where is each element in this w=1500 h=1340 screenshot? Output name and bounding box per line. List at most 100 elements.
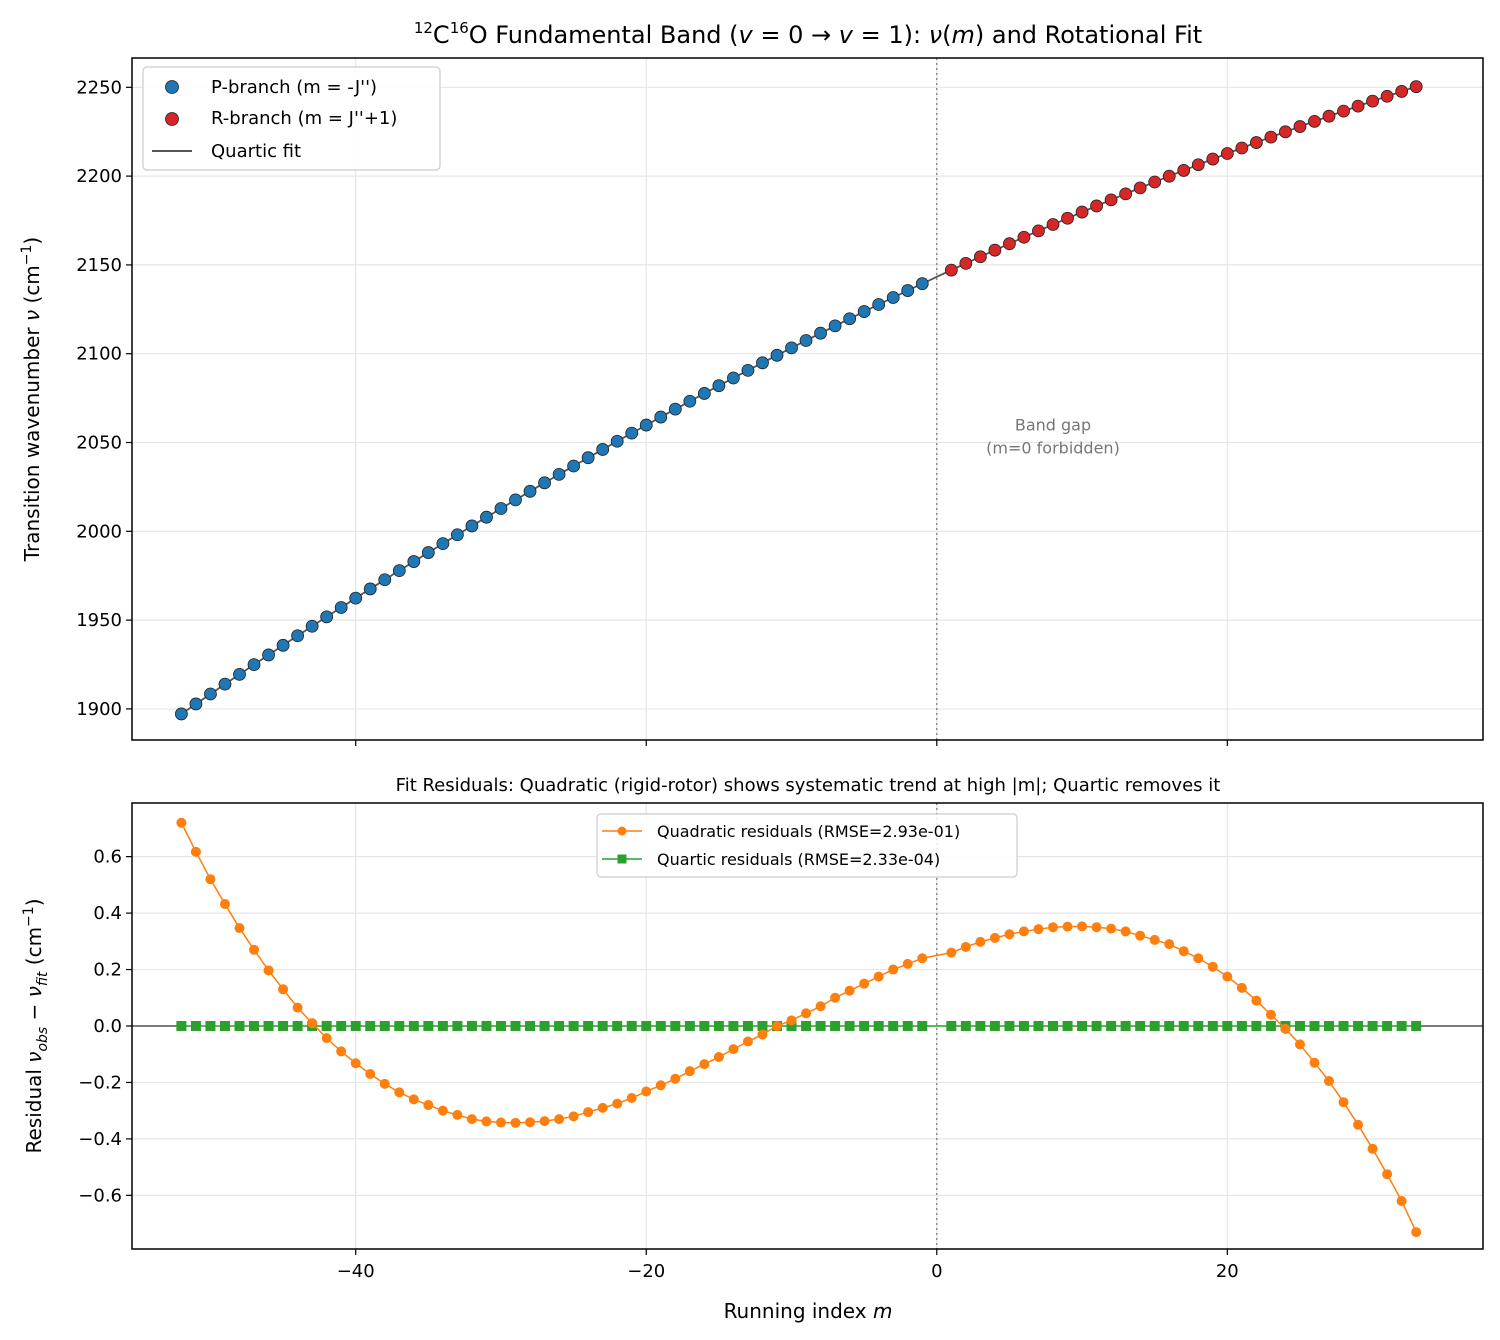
quartic-residual-point — [1382, 1021, 1393, 1031]
quartic-residual-point — [525, 1021, 536, 1031]
quartic-residual-point — [1164, 1021, 1175, 1031]
quadratic-residual-point — [568, 1111, 579, 1122]
quartic-residual-point — [597, 1021, 608, 1031]
quartic-residual-point — [815, 1021, 826, 1031]
quartic-residual-point — [495, 1021, 506, 1031]
r-branch-point — [1409, 80, 1423, 94]
quadratic-residual-point — [379, 1078, 390, 1089]
r-branch-point — [1003, 237, 1016, 251]
chart1-ytick-label: 1950 — [76, 610, 122, 631]
quartic-residual-point — [1265, 1021, 1276, 1031]
chart2-ytick-label: −0.2 — [78, 1072, 122, 1093]
quadratic-residual-point — [1338, 1097, 1349, 1108]
quartic-residual-point — [481, 1021, 492, 1031]
chart2-xtick-label: 20 — [1216, 1261, 1239, 1282]
quadratic-residual-point — [336, 1046, 347, 1057]
legend-r-branch-label: R-branch (m = J''+1) — [211, 108, 397, 129]
quadratic-residual-point — [742, 1036, 753, 1047]
quadratic-residual-point — [1207, 961, 1218, 972]
p-branch-point — [480, 510, 493, 524]
band-gap-label: Band gap — [1015, 416, 1091, 435]
quartic-residual-point — [321, 1021, 332, 1031]
chart2-ytick-label: −0.6 — [78, 1185, 122, 1206]
chart2-legend: Quadratic residuals (RMSE=2.93e-01) Quar… — [596, 813, 1018, 878]
r-branch-point — [1235, 141, 1249, 155]
quartic-residual-point — [452, 1021, 463, 1031]
quartic-residual-point — [1367, 1021, 1378, 1031]
quartic-residual-point — [190, 1021, 201, 1031]
p-branch-point — [334, 601, 348, 614]
p-branch-point — [392, 564, 406, 578]
legend-p-branch-marker — [165, 80, 179, 94]
quadratic-residual-point — [307, 1018, 318, 1029]
quadratic-residual-point — [1135, 930, 1146, 941]
quadratic-residual-point — [234, 923, 245, 934]
r-branch-point — [1366, 94, 1379, 108]
legend-quartic-fit-label: Quartic fit — [211, 141, 301, 162]
p-branch-point — [421, 546, 435, 559]
quartic-residual-point — [699, 1021, 710, 1031]
chart2-ytick-label: 0.6 — [93, 847, 122, 868]
r-branch-point — [1104, 193, 1118, 207]
chart1-annotation: Band gap (m=0 forbidden) — [986, 416, 1120, 458]
quartic-residual-point — [219, 1021, 230, 1031]
p-branch-point — [814, 326, 827, 340]
r-branch-point — [1017, 230, 1031, 244]
chart2-title: Fit Residuals: Quadratic (rigid-rotor) s… — [396, 775, 1221, 796]
quadratic-residual-point — [466, 1114, 477, 1125]
quadratic-residual-point — [408, 1094, 419, 1105]
quartic-residual-point — [641, 1021, 652, 1031]
quadratic-residual-point — [713, 1052, 724, 1063]
quartic-residual-point — [1324, 1021, 1335, 1031]
quartic-residual-point — [713, 1021, 724, 1031]
p-branch-point — [276, 638, 290, 652]
chart1-ytick-label: 2250 — [76, 77, 122, 98]
quadratic-residual-point — [597, 1102, 608, 1113]
quartic-residual-point — [365, 1021, 376, 1031]
quadratic-residual-point — [583, 1107, 594, 1118]
quartic-residual-point — [989, 1021, 1000, 1031]
p-branch-point — [407, 555, 421, 568]
quadratic-residual-points — [176, 817, 1422, 1238]
quadratic-residual-point — [699, 1059, 710, 1070]
quadratic-residual-point — [1149, 934, 1160, 945]
quartic-residual-point — [554, 1021, 565, 1031]
r-branch-point — [1279, 125, 1292, 139]
quadratic-residual-point — [1280, 1023, 1291, 1034]
quartic-residual-point — [1077, 1021, 1088, 1031]
quartic-residual-point — [1338, 1021, 1349, 1031]
p-branch-point — [683, 394, 697, 408]
r-branch-point — [1177, 164, 1191, 177]
quadratic-residual-point — [771, 1021, 782, 1031]
quadratic-residual-point — [1309, 1057, 1320, 1068]
quartic-residual-point — [263, 1021, 274, 1031]
p-branch-point — [697, 387, 711, 400]
quadratic-residual-point — [641, 1086, 652, 1097]
p-branch-point — [305, 619, 319, 633]
quartic-residual-point — [873, 1021, 884, 1031]
chart2-y-ticks: 0.6 0.4 0.2 0.0 −0.2 −0.4 −0.6 — [78, 847, 132, 1206]
quartic-residual-point — [728, 1021, 739, 1031]
quartic-residual-point — [350, 1021, 361, 1031]
quadratic-residual-point — [394, 1087, 405, 1098]
quadratic-residual-point — [888, 964, 899, 975]
p-branch-point — [756, 356, 769, 370]
quadratic-residual-point — [859, 978, 870, 989]
quadratic-residual-point — [1062, 921, 1073, 932]
r-branch-point — [1380, 89, 1394, 103]
r-branch-point — [1351, 99, 1365, 113]
p-branch-point — [436, 537, 450, 551]
r-branch-point — [1337, 104, 1350, 118]
legend-r-branch-marker — [165, 112, 179, 126]
quadratic-residual-point — [684, 1066, 695, 1077]
chart2-ytick-label: 0.4 — [93, 903, 122, 924]
quadratic-residual-point — [844, 985, 855, 996]
quadratic-residual-point — [1091, 922, 1102, 933]
p-branch-point — [886, 291, 900, 304]
quartic-residual-point — [1062, 1021, 1073, 1031]
quadratic-residual-point — [525, 1117, 536, 1128]
quadratic-residual-point — [350, 1058, 361, 1069]
legend-quartic-marker — [617, 854, 627, 864]
r-branch-point — [1119, 187, 1133, 201]
